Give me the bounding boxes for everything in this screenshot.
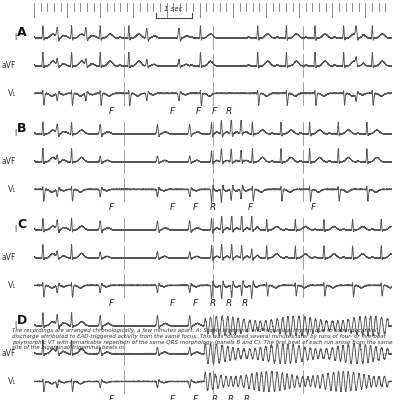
Text: I: I [14,321,16,330]
Text: aVF: aVF [2,349,16,358]
Text: 1 sec: 1 sec [164,6,183,12]
Text: C: C [18,218,27,231]
Text: R: R [226,299,232,308]
Text: F: F [196,107,201,116]
Text: V₁: V₁ [8,89,16,98]
Text: F: F [192,299,198,308]
Text: F: F [108,203,114,212]
Text: I: I [14,129,16,138]
Text: aVF: aVF [2,253,16,262]
Text: R: R [210,203,216,212]
Text: B: B [17,122,27,135]
Text: F: F [169,395,174,400]
Text: R: R [210,299,216,308]
Text: R: R [226,107,232,116]
Text: R: R [228,395,234,400]
Text: F: F [108,395,114,400]
Text: D: D [16,314,27,327]
Text: F: F [169,107,174,116]
Text: F: F [108,107,114,116]
Text: aVF: aVF [2,157,16,166]
Text: R: R [212,395,218,400]
Text: R: R [242,299,248,308]
Text: V₁: V₁ [8,377,16,386]
Text: A: A [17,26,27,39]
Text: V₁: V₁ [8,281,16,290]
Text: I: I [14,33,16,42]
Text: F: F [311,203,316,212]
Text: F: F [248,203,253,212]
Text: F: F [212,107,217,116]
Text: F: F [192,395,198,400]
Text: F: F [192,203,198,212]
Text: V₁: V₁ [8,185,16,194]
Text: F: F [108,299,114,308]
Text: I: I [14,225,16,234]
Text: R: R [244,395,250,400]
Text: aVF: aVF [2,61,16,70]
Text: F: F [169,299,174,308]
Text: The recordings are arranged chronologically, a few minutes apart. A: Stable bige: The recordings are arranged chronologica… [12,328,392,350]
Text: F: F [169,203,174,212]
